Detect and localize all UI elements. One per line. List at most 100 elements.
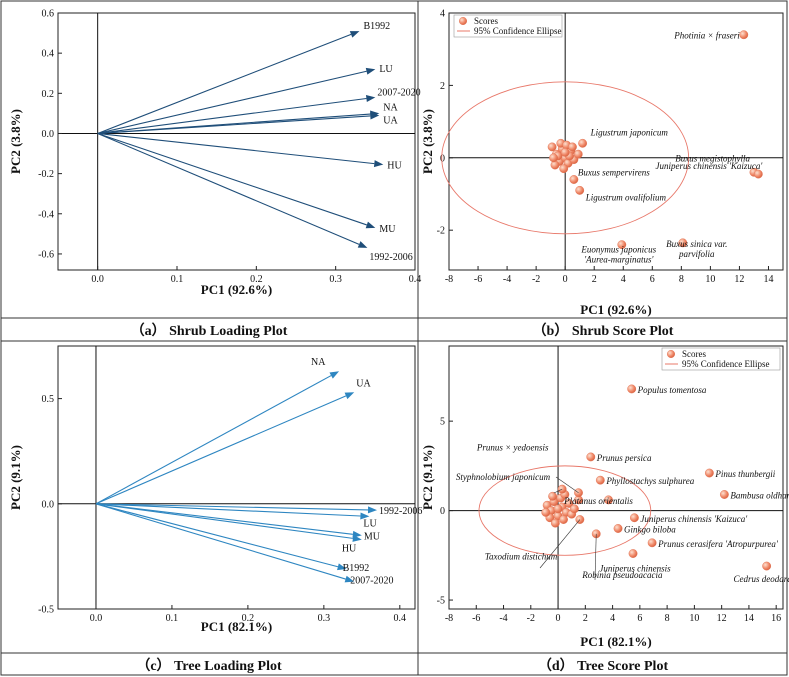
panel-c-tree-loading: 0.0 0.1 0.2 0.3 0.4 -0.5 0.0 0.5 PC1 (82.1%) PC2 … xyxy=(8,345,422,634)
x-tick-label: 2 xyxy=(592,274,597,285)
point-label: Platanus orientalis xyxy=(563,496,633,506)
vector-label: 2007-2020 xyxy=(377,87,420,98)
y-tick-label: -0.4 xyxy=(38,209,54,220)
x-tick-label: -2 xyxy=(532,274,540,285)
score-point xyxy=(719,490,729,499)
score-point xyxy=(739,30,749,40)
plot-frame xyxy=(448,12,784,271)
point-label: Populus tomentosa xyxy=(637,385,707,395)
x-tick-label: 6 xyxy=(637,613,642,624)
score-point xyxy=(547,142,557,152)
score-point xyxy=(564,499,574,508)
vector-label: NA xyxy=(311,357,326,368)
vector-label: LU xyxy=(363,518,377,529)
point-label: Buxus megistophylla xyxy=(675,153,750,163)
caption-a: （a） Shrub Loading Plot xyxy=(131,323,288,339)
vector-label: HU xyxy=(342,544,357,555)
arrowhead xyxy=(367,506,378,514)
legend-marker-scores xyxy=(667,350,676,359)
score-point xyxy=(541,507,551,517)
x-tick-label: 0 xyxy=(563,274,568,285)
arrowhead xyxy=(365,221,376,229)
vector-label: 1992-2006 xyxy=(379,506,422,517)
panel-b-shrub-score: -8 -6 -4 -2 0 2 4 6 8 10 12 14 -2 0 2 4 PC1 (92.6%) PC2 (… xyxy=(420,9,784,317)
y-tick-label: 2 xyxy=(440,81,445,92)
score-point xyxy=(704,468,714,478)
vector-label: 2007-2020 xyxy=(350,576,393,587)
leader-line xyxy=(539,519,581,569)
panel-d-tree-score: -8 -6 -4 -2 0 2 4 6 8 10 12 14 16 -5 0 5 PC1 (82.1%) PC2 … xyxy=(420,345,789,649)
x-tick-label: 0.4 xyxy=(394,613,407,624)
x-tick-label: 0.4 xyxy=(409,274,422,285)
arrowhead xyxy=(349,31,360,38)
score-point xyxy=(550,518,560,528)
x-tick-label: 0.1 xyxy=(166,613,179,624)
leader-line xyxy=(594,533,597,581)
leader-line xyxy=(553,488,563,494)
point-label: Juniperus chinensis xyxy=(599,564,671,574)
point-label: Ligustrum ovalifolium xyxy=(585,192,667,202)
x-tick-label: 14 xyxy=(744,613,754,624)
x-tick-label: 0.0 xyxy=(90,613,103,624)
score-point xyxy=(559,515,568,524)
x-tick-label: 0.3 xyxy=(318,613,331,624)
x-tick-label: 16 xyxy=(771,613,781,624)
score-point xyxy=(678,238,688,248)
score-point xyxy=(617,240,627,250)
score-point xyxy=(630,513,639,523)
vector-label: MU xyxy=(364,531,381,542)
plot-frame xyxy=(57,345,416,610)
x-tick-label: 12 xyxy=(717,613,727,624)
arrowhead xyxy=(365,67,376,75)
x-tick-label: 0.3 xyxy=(329,274,342,285)
x-axis-label: PC1 (92.6%) xyxy=(580,302,652,317)
x-tick-label: -8 xyxy=(445,274,453,285)
point-label: Juniperus chinensis 'Kaizuca' xyxy=(640,514,748,524)
point-label: Buxus sempervirens xyxy=(578,168,650,178)
vector-label: 1992-2006 xyxy=(369,252,412,263)
legend-label-scores: Scores xyxy=(474,16,498,26)
arrowhead xyxy=(365,95,376,102)
arrowhead xyxy=(337,563,347,571)
confidence-ellipse xyxy=(478,465,652,556)
score-point xyxy=(549,153,558,163)
score-point xyxy=(595,475,605,485)
score-point xyxy=(569,175,579,184)
loading-vector-1992-2006 xyxy=(95,503,369,511)
score-point xyxy=(557,484,567,494)
y-tick-label: 0.2 xyxy=(42,89,55,100)
x-tick-label: 0.2 xyxy=(250,274,263,285)
y-tick-label: 0.0 xyxy=(42,129,55,140)
point-label-line: parvifolia xyxy=(678,249,715,259)
x-tick-label: -4 xyxy=(503,274,511,285)
y-tick-label: 0.6 xyxy=(42,9,55,20)
x-tick-label: -6 xyxy=(474,274,482,285)
score-point xyxy=(762,561,772,571)
x-tick-label: 4 xyxy=(610,613,615,624)
y-axis-label: PC2 (9.1%) xyxy=(420,445,435,510)
point-label: Photinia × fraseri xyxy=(673,31,740,41)
point-label: Styphnolobium japonicum xyxy=(456,472,551,482)
loading-vector-na xyxy=(95,375,332,505)
x-tick-label: 10 xyxy=(705,274,715,285)
legend-label-scores: Scores xyxy=(682,349,706,359)
vector-label: B1992 xyxy=(343,563,370,574)
y-tick-label: -0.5 xyxy=(38,605,54,616)
caption-b: （b） Shrub Score Plot xyxy=(533,323,674,339)
legend-marker-scores xyxy=(459,17,468,26)
point-label-line: 'Aurea-marginatus' xyxy=(584,255,654,265)
score-point xyxy=(570,504,579,514)
x-tick-label: 14 xyxy=(763,274,773,285)
point-label: Prunus cerasifera 'Atropurpurea' xyxy=(657,539,779,549)
vector-label: NA xyxy=(383,102,398,113)
x-axis-label: PC1 (82.1%) xyxy=(201,619,273,634)
arrowhead xyxy=(344,392,355,400)
score-point xyxy=(575,185,585,195)
point-label: Bambusa oldhamii xyxy=(730,490,789,500)
score-point xyxy=(604,495,613,505)
loading-vector-mu xyxy=(97,132,367,226)
y-tick-label: 0 xyxy=(440,506,445,517)
